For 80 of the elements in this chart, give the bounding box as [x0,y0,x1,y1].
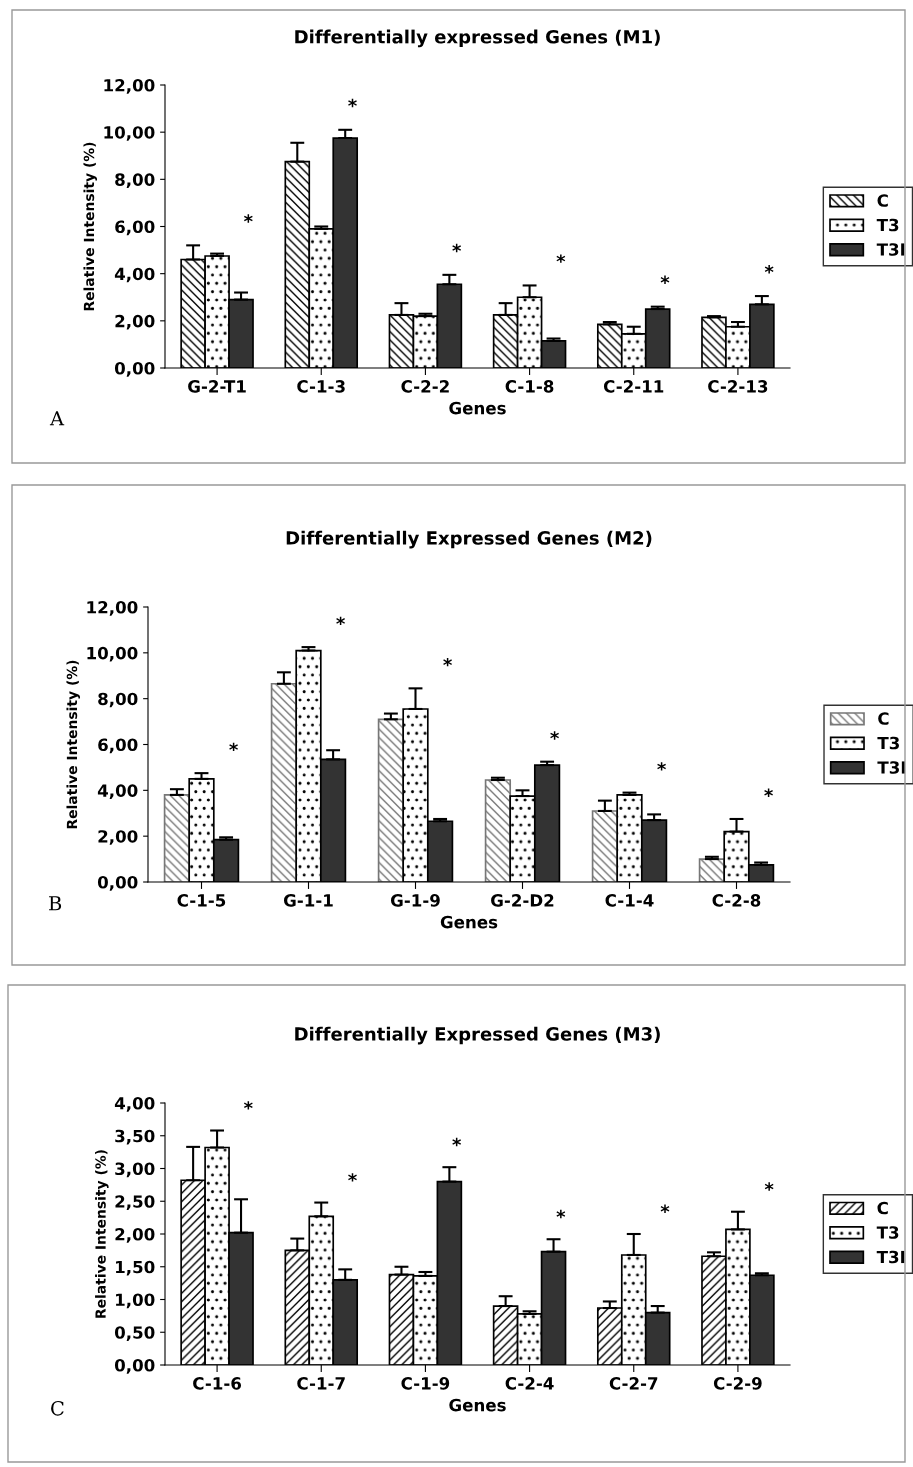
x-tick-label: C-2-4 [505,1377,554,1390]
y-axis-title: Relative Intensity (%) [66,660,81,829]
x-tick-label: C-1-9 [401,1377,450,1390]
legend-label: T3I [876,243,905,256]
annotation: * [764,788,773,797]
y-tick-label: 8,00 [98,692,138,708]
x-tick-label: C-2-7 [609,1377,658,1390]
y-tick-label: 3,50 [115,1129,155,1145]
x-tick-label: C-1-4 [605,894,654,907]
chart-title: Differentially Expressed Genes (M2) [286,530,652,549]
y-tick-label: 10,00 [104,126,155,141]
y-tick-label: 0,00 [114,1358,155,1374]
annotation: * [243,214,253,223]
annotation: * [336,616,345,626]
x-tick-label: C-2-13 [708,380,768,393]
y-tick-label: 1,50 [116,1260,155,1276]
y-tick-label: 12,00 [87,600,138,616]
annotation: * [657,762,666,771]
x-tick-label: C-1-6 [193,1377,242,1390]
y-tick-label: 1,00 [116,1293,155,1309]
legend-label: T3 [877,736,899,750]
text: B [49,896,62,911]
annotation: * [556,254,566,263]
annotation: * [550,731,559,740]
x-tick-label: C-1-5 [177,894,226,907]
text: C [51,1400,64,1416]
x-tick-label: C-1-7 [297,1377,345,1390]
x-tick-label: C-2-2 [401,380,449,393]
x-axis-title: Genes [440,915,498,929]
text: A [49,411,65,426]
x-tick-label: G-1-9 [390,894,440,907]
annotation: * [764,1182,774,1191]
annotation: * [443,657,452,667]
x-tick-label: G-2-D2 [491,894,554,907]
legend-label: C [877,1201,888,1215]
annotation: * [348,1173,357,1182]
legend-label: T3 [876,1226,899,1239]
y-tick-label: 4,00 [97,784,138,800]
y-tick-label: 10,00 [87,646,138,662]
y-tick-label: 12,00 [104,78,155,94]
annotation: * [243,1101,253,1110]
legend-label: T3I [876,1250,905,1264]
x-tick-label: C-1-3 [297,380,345,393]
y-tick-label: 6,00 [98,738,138,754]
y-axis-title: Relative Intensity (%) [83,142,98,311]
y-tick-label: 2,50 [115,1195,155,1210]
x-axis-title: Genes [449,401,506,415]
y-tick-label: 4,00 [114,1096,155,1112]
y-tick-label: 6,00 [115,220,155,236]
y-tick-label: 4,00 [114,267,155,283]
x-tick-label: C-1-8 [505,380,554,393]
y-tick-label: 2,00 [115,1227,155,1243]
annotation: * [452,1137,462,1147]
legend-label: T3I [877,761,905,774]
y-tick-label: 0,00 [97,875,138,891]
annotation: * [660,1204,670,1214]
y-tick-label: 2,00 [115,314,155,330]
x-tick-label: G-2-T1 [188,380,246,393]
annotation: * [556,1209,566,1219]
y-tick-label: 0,50 [114,1326,155,1341]
annotation: * [452,243,462,253]
x-tick-label: C-2-8 [712,894,761,907]
x-tick-label: C-2-11 [603,380,664,393]
y-tick-label: 2,00 [98,830,138,845]
x-tick-label: G-1-1 [283,894,333,907]
y-tick-label: 8,00 [115,173,155,189]
annotation: * [348,98,357,108]
legend-label: C [878,712,889,725]
chart-title: Differentially Expressed Genes (M3) [295,1026,660,1045]
legend-label: T3 [876,218,899,232]
x-axis-title: Genes [449,1398,506,1412]
annotation: * [229,742,238,752]
annotation: * [764,265,774,274]
legend-label: C [877,194,888,207]
y-tick-label: 0,00 [114,361,155,377]
x-tick-label: C-2-9 [713,1377,762,1390]
chart-title: Differentially expressed Genes (M1) [295,29,660,48]
y-tick-label: 3,00 [115,1162,155,1178]
y-axis-title: Relative Intensity (%) [95,1150,109,1318]
annotation: * [660,275,670,285]
